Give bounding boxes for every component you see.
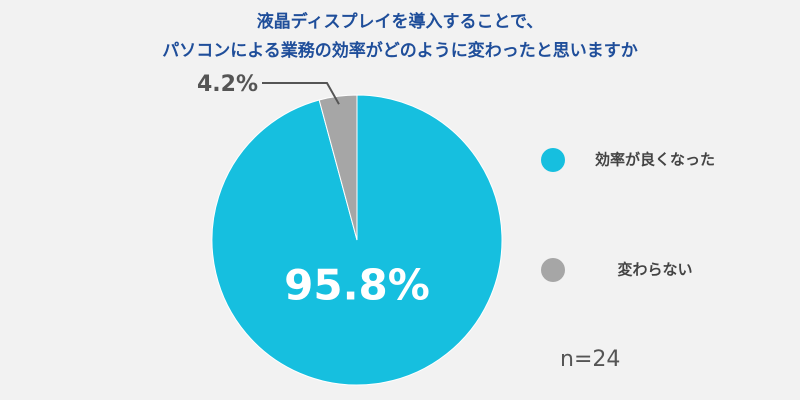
chart-title: 液晶ディスプレイを導入することで、 [257, 11, 544, 32]
legend-label: 変わらない [617, 261, 692, 279]
data-label: 4.2% [197, 72, 258, 97]
leader-line [262, 82, 340, 105]
pie-slice [318, 94, 358, 241]
chart-title: パソコンによる業務の効率がどのように変わったと思いますか [162, 40, 638, 61]
legend-swatch [541, 148, 565, 172]
annotation: n=24 [560, 347, 620, 372]
legend-label: 効率が良くなった [595, 151, 715, 169]
data-label: 95.8% [284, 261, 430, 310]
legend-swatch [541, 258, 565, 282]
